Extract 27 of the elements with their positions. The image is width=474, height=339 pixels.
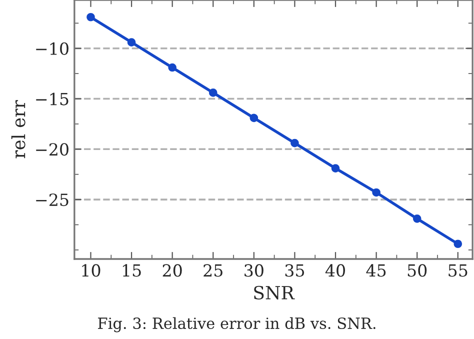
x-tick-label: 25 [204,264,222,277]
caption: Fig. 3: Relative error in dB vs. SNR. [98,317,376,332]
y-axis-title: rel err [11,100,26,158]
y-tick-label: −15 [36,92,68,106]
point [208,88,218,97]
y-tick-label: −25 [36,194,68,206]
x-tick-label: 20 [162,264,182,277]
point [454,240,462,248]
y-tick-label: −10 [36,42,68,55]
x-tick-label: 45 [366,264,386,277]
point [412,214,422,223]
x-tick-label: 15 [122,264,141,277]
x-tick-label: 30 [244,264,264,277]
point [250,114,258,122]
x-tick-label: 35 [285,264,304,277]
x-tick-label: 40 [325,264,346,277]
point [168,63,176,72]
point [86,12,95,22]
point [372,188,380,197]
point [290,138,299,148]
point [331,164,340,172]
x-tick-label: 55 [448,264,468,277]
x-tick-label: 10 [82,264,100,277]
x-axis-title: SNR [254,286,295,300]
y-tick-label: −20 [36,143,68,156]
x-tick-label: 50 [408,264,427,277]
point [127,38,136,46]
